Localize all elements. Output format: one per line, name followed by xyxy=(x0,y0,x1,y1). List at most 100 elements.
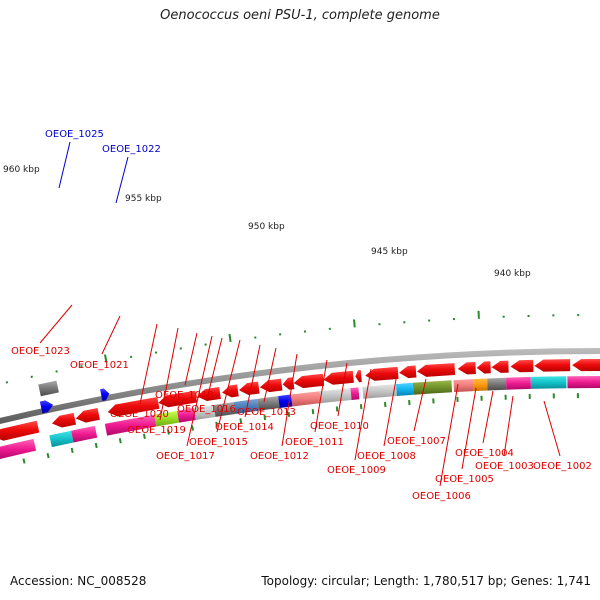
gene-track1-feature xyxy=(293,373,325,389)
gene-track2-feature xyxy=(0,438,37,459)
gene-label-oeoe-1025: OEOE_1025 xyxy=(45,129,104,140)
gene-label-oeoe-1014: OEOE_1014 xyxy=(215,422,274,433)
gene-track1-feature xyxy=(457,361,476,375)
gene-label-oeoe-1012: OEOE_1012 xyxy=(250,451,309,462)
gene-track2-feature xyxy=(290,391,322,407)
label-leader-lines xyxy=(39,141,561,487)
gene-track1-feature xyxy=(476,361,491,374)
gene-track1-feature xyxy=(534,359,571,372)
gene-track2-feature xyxy=(505,376,531,390)
gene-label-oeoe-1022: OEOE_1022 xyxy=(102,144,161,155)
scale-major-tick xyxy=(103,354,108,363)
gene-label-oeoe-1018: OEOE_1018 xyxy=(155,390,214,401)
scale-inner-tick xyxy=(94,442,98,449)
gene-track1-feature xyxy=(51,412,77,428)
scale-inner-tick xyxy=(22,458,26,464)
gene-track2-feature xyxy=(362,384,397,399)
gene-label-oeoe-1015: OEOE_1015 xyxy=(189,437,248,448)
gene-track1-feature xyxy=(510,359,534,373)
gene-track1-feature xyxy=(75,407,100,423)
gene-label-oeoe-1002: OEOE_1002 xyxy=(533,461,592,472)
gene-label-oeoe-1025-leader xyxy=(58,141,71,189)
scale-label: 940 kbp xyxy=(494,269,531,279)
gene-track1-feature xyxy=(399,365,417,379)
gene-label-oeoe-1002-leader xyxy=(543,400,561,457)
genome-map: 960 kbp 955 kbp 950 kbp 945 kbp 940 kbp OEOE… xyxy=(0,129,600,502)
scale-inner-tick xyxy=(118,438,122,444)
gene-label-oeoe-1018-leader xyxy=(184,332,198,386)
gene-features xyxy=(0,359,600,459)
gene-track2-feature xyxy=(177,408,196,423)
gene-track2-feature xyxy=(213,402,236,417)
gene-track2-feature xyxy=(104,414,157,436)
scale-inner-tick xyxy=(311,409,315,415)
scale-inner-tick xyxy=(70,447,74,454)
gene-label-oeoe-1021-leader xyxy=(101,315,121,355)
gene-track2-feature xyxy=(453,379,474,393)
scale-inner-tick xyxy=(335,406,339,412)
gene-track2-feature xyxy=(412,380,453,395)
gene-label-oeoe-1004: OEOE_1004 xyxy=(455,448,514,459)
gene-oeoe-1022-feature xyxy=(100,388,110,401)
gene-label-oeoe-1017: OEOE_1017 xyxy=(156,451,215,462)
gene-track1-feature xyxy=(158,390,198,408)
scale-inner-tick xyxy=(167,429,170,435)
gene-label-oeoe-1009-leader xyxy=(354,368,372,461)
gene-label-oeoe-1004-leader xyxy=(482,390,494,444)
gene-track1-feature xyxy=(491,360,509,373)
map-title: Oenococcus oeni PSU-1, complete genome xyxy=(160,8,440,23)
gene-track1-feature xyxy=(222,384,239,398)
gene-label-oeoe-1006-leader xyxy=(439,383,459,487)
scale-inner-tick xyxy=(191,425,194,431)
gene-track2-feature xyxy=(257,396,280,411)
scale-inner-tick xyxy=(142,433,146,439)
gene-label-oeoe-1003: OEOE_1003 xyxy=(475,461,534,472)
gene-oeoe-1025-feature xyxy=(39,400,54,414)
gene-label-oeoe-1020-leader xyxy=(139,323,158,405)
gene-label-oeoe-1007-leader xyxy=(413,378,427,432)
scale-inner-tick xyxy=(239,418,243,424)
gene-label-oeoe-1003-leader xyxy=(503,395,514,457)
gene-label-oeoe-1012-leader xyxy=(281,353,298,447)
gene-label-oeoe-1022-leader xyxy=(115,156,129,204)
gene-label-oeoe-1010: OEOE_1010 xyxy=(310,421,369,432)
gene-track1-feature xyxy=(572,359,600,372)
scale-label: 960 kbp xyxy=(3,165,40,175)
gene-label-oeoe-1006: OEOE_1006 xyxy=(412,491,471,502)
gene-label-oeoe-1011: OEOE_1011 xyxy=(285,437,344,448)
gene-track1-feature xyxy=(365,366,399,381)
gene-label-oeoe-1013: OEOE_1013 xyxy=(237,407,296,418)
gene-track1-feature xyxy=(197,387,221,402)
scale-major-tick xyxy=(353,319,356,328)
gene-label-oeoe-1023-leader xyxy=(39,304,73,344)
gene-track2-feature xyxy=(233,398,259,414)
gene-track2-feature xyxy=(71,425,98,443)
gene-label-oeoe-1015-leader xyxy=(216,339,241,433)
gene-track1-feature xyxy=(0,420,40,441)
gene-track2-feature xyxy=(395,382,414,397)
scale-major-tick xyxy=(228,333,232,343)
gene-label-oeoe-1019-leader xyxy=(159,327,179,421)
gene-label-oeoe-1011-leader xyxy=(314,359,328,433)
gene-track2-feature xyxy=(154,410,180,427)
gene-track2-feature xyxy=(487,377,507,391)
scale-inner-tick xyxy=(263,414,267,421)
gene-label-oeoe-1010-leader xyxy=(337,362,348,417)
gene-label-oeoe-1013-leader xyxy=(263,347,277,403)
gene-track2-feature xyxy=(193,405,216,420)
gene-track1-feature xyxy=(238,381,260,395)
gene-track2-feature xyxy=(567,376,600,389)
scale-label: 955 kbp xyxy=(125,194,162,204)
gene-track2-feature xyxy=(319,388,352,404)
gene-track1-feature xyxy=(107,396,160,417)
gene-label-oeoe-1021: OEOE_1021 xyxy=(70,360,129,371)
gene-label-oeoe-1009: OEOE_1009 xyxy=(327,465,386,476)
scale-label: 950 kbp xyxy=(248,222,285,232)
scale-labels: 960 kbp 955 kbp 950 kbp 945 kbp 940 kbp xyxy=(3,165,531,279)
gene-label-oeoe-1016: OEOE_1016 xyxy=(177,404,236,415)
gene-label-oeoe-1014-leader xyxy=(244,344,261,418)
gene-track1-feature xyxy=(323,370,354,385)
scale-label: 945 kbp xyxy=(371,247,408,257)
